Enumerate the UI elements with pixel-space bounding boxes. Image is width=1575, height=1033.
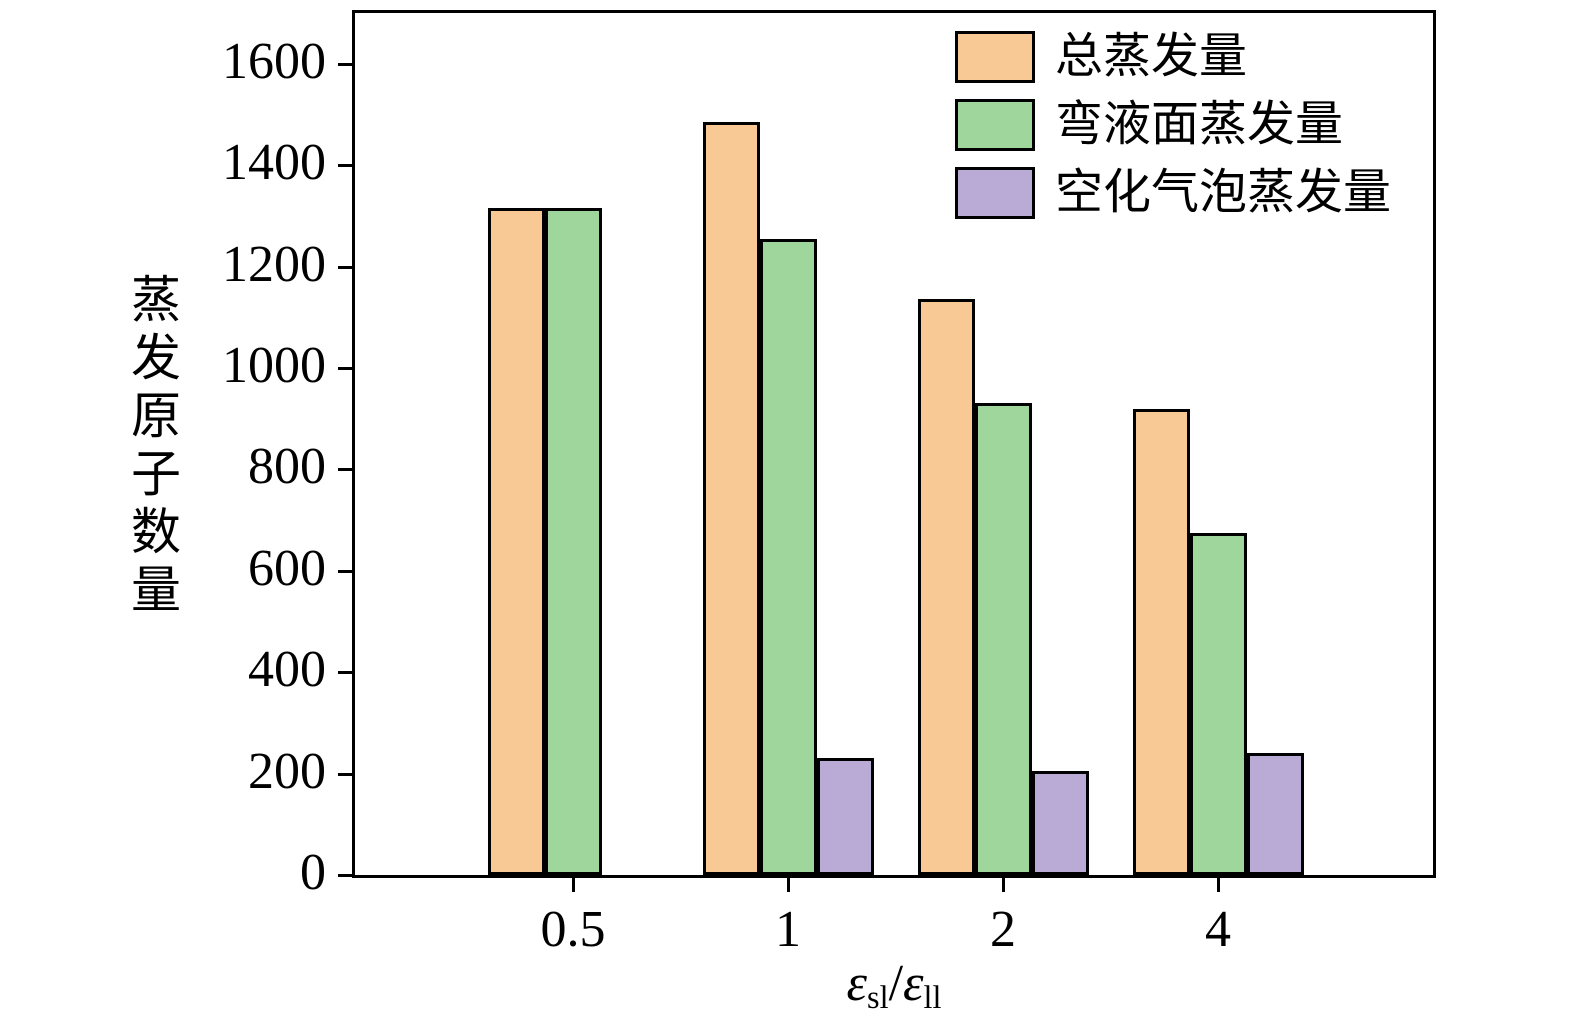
y-tick-label: 1200 (222, 235, 326, 293)
x-label-slash: / (888, 954, 904, 1012)
x-tick-label: 2 (990, 901, 1016, 958)
x-label-epsilon-numerator: ε (846, 954, 868, 1012)
plot-bars-layer (355, 13, 1433, 875)
x-tick-label: 0.5 (540, 901, 606, 958)
y-tick-mark (338, 570, 352, 573)
legend-item-cavitation: 空化气泡蒸发量 (955, 167, 1391, 219)
bar-total-1 (703, 122, 760, 875)
y-tick-mark (338, 164, 352, 167)
y-tick-mark (338, 671, 352, 674)
legend-swatch-total (955, 31, 1035, 83)
bar-meniscus-0.5 (545, 208, 602, 875)
x-tick-mark (572, 878, 575, 892)
y-tick-mark (338, 266, 352, 269)
y-tick-mark (338, 874, 352, 877)
y-tick-label: 200 (248, 742, 326, 800)
x-tick-mark (1217, 878, 1220, 892)
y-axis-label: 蒸发原子数量 (124, 273, 180, 621)
legend-label-meniscus: 弯液面蒸发量 (1055, 98, 1344, 151)
legend-item-total: 总蒸发量 (955, 31, 1391, 83)
x-label-epsilon-denominator: ε (903, 954, 924, 1012)
y-tick-label: 1600 (222, 32, 326, 90)
legend-label-cavitation: 空化气泡蒸发量 (1055, 166, 1392, 219)
y-tick-label: 600 (248, 539, 326, 597)
y-tick-label: 400 (248, 640, 326, 698)
y-tick-label: 1000 (222, 336, 326, 394)
legend-swatch-meniscus (955, 99, 1035, 151)
legend-swatch-cavitation (955, 167, 1035, 219)
plot-area: 总蒸发量 弯液面蒸发量 空化气泡蒸发量 (352, 10, 1436, 878)
bar-cavitation-1 (817, 758, 874, 875)
x-label-sub-sl: sl (867, 979, 889, 1016)
legend-label-total: 总蒸发量 (1055, 30, 1248, 83)
bar-total-2 (918, 299, 975, 875)
y-tick-label: 800 (248, 437, 326, 495)
x-tick-mark (787, 878, 790, 892)
bar-cavitation-2 (1032, 771, 1089, 875)
y-tick-mark (338, 367, 352, 370)
y-tick-label: 1400 (222, 133, 326, 191)
x-tick-label: 4 (1205, 901, 1231, 958)
bar-meniscus-2 (975, 403, 1032, 875)
legend-item-meniscus: 弯液面蒸发量 (955, 99, 1391, 151)
x-tick-mark (1002, 878, 1005, 892)
bar-total-4 (1133, 409, 1190, 875)
x-tick-label: 1 (775, 901, 801, 958)
y-tick-mark (338, 468, 352, 471)
legend: 总蒸发量 弯液面蒸发量 空化气泡蒸发量 (955, 31, 1391, 235)
y-tick-label: 0 (300, 843, 326, 901)
x-axis-label: εsl/εll (847, 954, 942, 1016)
y-tick-mark (338, 773, 352, 776)
y-tick-mark (338, 63, 352, 66)
x-label-sub-ll: ll (923, 979, 942, 1016)
bar-meniscus-1 (760, 239, 817, 875)
bar-meniscus-4 (1190, 533, 1247, 875)
bar-cavitation-4 (1247, 753, 1304, 875)
bar-total-0.5 (488, 208, 545, 875)
